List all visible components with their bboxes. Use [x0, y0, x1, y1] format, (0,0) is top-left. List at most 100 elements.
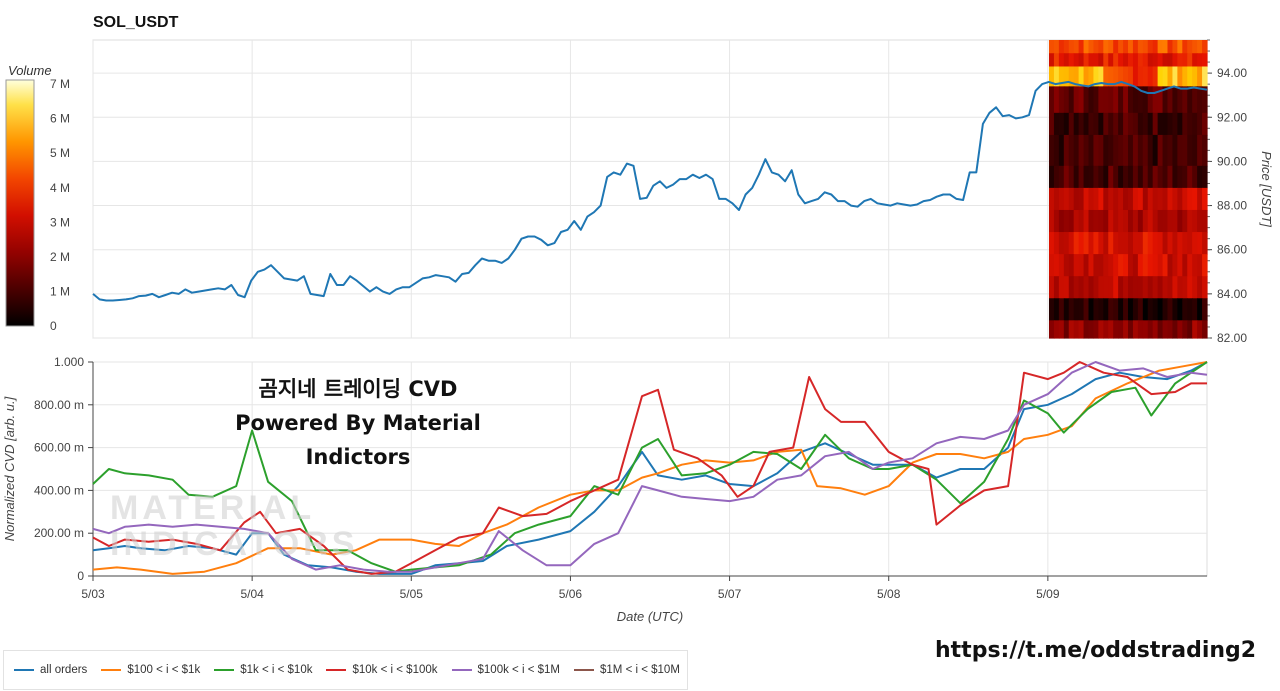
legend-label: $10k < i < $100k [352, 664, 438, 676]
heatmap-cell [1202, 66, 1208, 87]
telegram-url[interactable]: https://t.me/oddstrading2 [935, 638, 1257, 663]
heatmap-cell [1118, 232, 1124, 255]
heatmap-cell [1152, 86, 1159, 114]
heatmap-cell [1063, 40, 1070, 54]
heatmap-cell [1192, 66, 1198, 87]
heatmap-cell [1088, 254, 1095, 277]
legend-item[interactable]: $1k < i < $10k [214, 664, 312, 676]
heatmap-cell [1197, 254, 1203, 277]
heatmap-cell [1172, 209, 1178, 233]
heatmap-cell [1167, 254, 1174, 277]
legend-item[interactable]: $100k < i < $1M [451, 664, 560, 676]
heatmap-cell [1182, 254, 1188, 277]
heatmap-cell [1132, 66, 1139, 87]
colorbar-tick-label: 1 M [50, 284, 70, 298]
heatmap-cell [1063, 86, 1070, 114]
heatmap-cell [1137, 53, 1144, 68]
legend-swatch [574, 669, 594, 671]
heatmap-cell [1118, 187, 1124, 211]
legend-item[interactable]: $100 < i < $1k [101, 664, 200, 676]
heatmap-cell [1123, 320, 1129, 339]
colorbar-rect [5, 79, 35, 327]
heatmap-cell [1073, 53, 1080, 68]
heatmap-cell [1128, 53, 1134, 68]
heatmap-cell [1167, 112, 1174, 136]
price-plot-area [92, 39, 1208, 339]
legend-item[interactable]: $1M < i < $10M [574, 664, 680, 676]
heatmap-cell [1172, 232, 1178, 255]
price-yaxis-title: Price [USDT] [1259, 151, 1274, 227]
heatmap-cell [1202, 53, 1208, 68]
heatmap-cell [1132, 86, 1139, 114]
heatmap-cell [1147, 165, 1154, 189]
heatmap-cell [1103, 276, 1109, 299]
heatmap-cell [1152, 298, 1159, 321]
heatmap-cell [1177, 209, 1183, 233]
heatmap-cell [1058, 86, 1065, 114]
heatmap-cell [1152, 254, 1159, 277]
heatmap-cell [1113, 276, 1119, 299]
legend-item[interactable]: $10k < i < $100k [326, 664, 438, 676]
heatmap-cell [1113, 209, 1119, 233]
heatmap-cell [1118, 53, 1124, 68]
cvd-series-line [92, 361, 1208, 575]
heatmap-cell [1172, 165, 1178, 189]
heatmap-cell [1053, 187, 1060, 211]
price-ytick-label: 84.00 [1217, 287, 1247, 301]
legend-item[interactable]: all orders [14, 664, 87, 676]
heatmap-cell [1182, 276, 1188, 299]
heatmap-cell [1167, 298, 1174, 321]
heatmap-cell [1172, 276, 1178, 299]
heatmap-cell [1142, 134, 1149, 167]
heatmap-cell [1202, 165, 1208, 189]
heatmap-cell [1192, 232, 1198, 255]
heatmap-cell [1083, 66, 1090, 87]
heatmap-cell [1177, 298, 1183, 321]
heatmap-cell [1049, 254, 1055, 277]
heatmap-cell [1113, 320, 1119, 339]
logo-line1: MATERIAL [110, 489, 316, 527]
heatmap-cell [1157, 40, 1164, 54]
heatmap-cell [1137, 112, 1144, 136]
cvd-yaxis-title: Normalized CVD [arb. u.] [2, 396, 17, 541]
heatmap-cell [1157, 187, 1164, 211]
heatmap-cell [1108, 232, 1114, 255]
legend-label: $1M < i < $10M [600, 664, 680, 676]
heatmap-cell [1118, 254, 1124, 277]
heatmap-cell [1093, 86, 1099, 114]
heatmap-cell [1098, 320, 1104, 339]
heatmap-cell [1098, 66, 1104, 87]
cvd-xtick-label: 5/05 [400, 587, 424, 601]
heatmap-cell [1182, 134, 1188, 167]
heatmap-cell [1132, 320, 1139, 339]
heatmap-cell [1063, 187, 1070, 211]
heatmap-cell [1063, 66, 1070, 87]
heatmap-cell [1197, 276, 1203, 299]
heatmap-cell [1093, 254, 1099, 277]
heatmap-cell [1118, 209, 1124, 233]
heatmap-cell [1088, 320, 1095, 339]
heatmap-cell [1162, 165, 1169, 189]
legend-swatch [326, 669, 347, 671]
heatmap-cell [1147, 53, 1154, 68]
heatmap-cell [1103, 187, 1109, 211]
heatmap-cell [1113, 40, 1119, 54]
heatmap-cell [1078, 112, 1085, 136]
heatmap-cell [1093, 298, 1099, 321]
heatmap-cell [1187, 254, 1193, 277]
heatmap-cell [1187, 66, 1193, 87]
heatmap-cell [1068, 298, 1075, 321]
heatmap-cell [1078, 320, 1085, 339]
heatmap-cell [1162, 112, 1169, 136]
heatmap-cell [1187, 276, 1193, 299]
heatmap-cell [1058, 254, 1065, 277]
heatmap-cell [1049, 187, 1055, 211]
heatmap-cell [1118, 320, 1124, 339]
heatmap-cell [1098, 232, 1104, 255]
heatmap-cell [1182, 187, 1188, 211]
heatmap-cell [1202, 232, 1208, 255]
heatmap-cell [1152, 165, 1159, 189]
cvd-series-line [92, 361, 1208, 575]
heatmap-cell [1142, 254, 1149, 277]
legend-swatch [101, 669, 122, 671]
